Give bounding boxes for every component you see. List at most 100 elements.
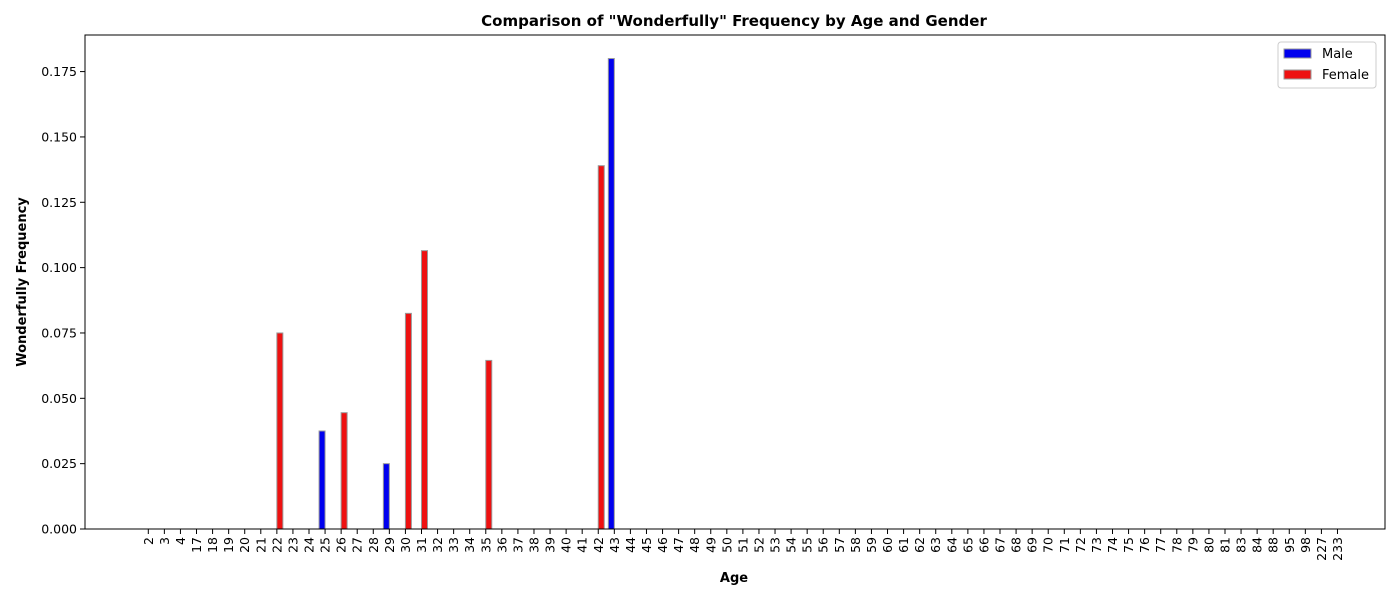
x-tick-label: 35 [478,537,493,553]
y-tick-label: 0.100 [41,260,77,275]
y-tick-label: 0.000 [41,522,77,537]
x-tick-label: 48 [687,537,702,553]
x-tick-label: 74 [1105,537,1120,553]
x-tick-label: 88 [1266,537,1281,553]
x-tick-label: 17 [189,537,204,553]
x-tick-label: 58 [848,537,863,553]
x-tick-label: 57 [832,537,847,553]
bar-male-age-29 [382,463,390,530]
x-tick-label: 22 [269,537,284,553]
x-tick-label: 30 [398,537,413,553]
x-tick-label: 47 [671,537,686,553]
x-tick-label: 46 [655,537,670,553]
y-tick-label: 0.025 [41,456,77,471]
x-tick-label: 27 [350,537,365,553]
x-tick-label: 71 [1057,537,1072,553]
bar-male-age-43 [607,58,615,530]
y-tick-label: 0.075 [41,325,77,340]
x-tick-label: 52 [751,537,766,553]
x-tick-label: 67 [993,537,1008,553]
x-tick-label: 63 [928,537,943,553]
x-tick-label: 62 [912,537,927,553]
x-tick-label: 227 [1314,537,1329,561]
x-tick-label: 70 [1041,537,1056,553]
x-tick-label: 66 [976,537,991,553]
x-tick-label: 76 [1137,537,1152,553]
x-tick-label: 95 [1282,537,1297,553]
x-tick-label: 2 [141,537,156,545]
x-tick-label: 233 [1330,537,1345,561]
x-tick-label: 28 [366,537,381,553]
x-tick-label: 68 [1009,537,1024,553]
x-tick-label: 26 [334,537,349,553]
plot-frame [84,34,1386,530]
x-tick-label: 61 [896,537,911,553]
x-axis-label: Age [720,571,748,586]
x-tick-label: 50 [719,537,734,553]
x-tick-label: 24 [302,537,317,553]
x-tick-label: 32 [430,537,445,553]
x-tick-label: 98 [1298,537,1313,553]
chart-title: Comparison of "Wonderfully" Frequency by… [481,12,987,30]
x-tick-label: 44 [623,537,638,553]
y-tick-label: 0.150 [41,129,77,144]
x-tick-label: 36 [494,537,509,553]
x-tick-label: 83 [1234,537,1249,553]
legend-label-female: Female [1322,68,1369,83]
bar-female-age-31 [420,250,428,530]
plot-area: 0.000 0.025 0.050 0.075 0.100 0.125 0.150 0.175… [41,34,1386,561]
x-tick-label: 53 [768,537,783,553]
x-tick-label: 3 [157,537,172,545]
x-tick-label: 20 [237,537,252,553]
y-tick-label: 0.175 [41,64,77,79]
x-tick-label: 23 [285,537,300,553]
x-tick-label: 69 [1025,537,1040,553]
x-tick-label: 4 [173,537,188,545]
x-tick-label: 54 [784,537,799,553]
y-tick-label: 0.050 [41,391,77,406]
x-tick-label: 39 [543,537,558,553]
x-tick-label: 29 [382,537,397,553]
x-tick-label: 81 [1217,537,1232,553]
x-tick-label: 72 [1073,537,1088,553]
bar-female-age-42 [597,165,605,530]
x-tick-label: 73 [1089,537,1104,553]
bar-female-age-30 [404,312,412,530]
y-tick-label: 0.125 [41,195,77,210]
x-tick-label: 31 [414,537,429,553]
x-tick-label: 45 [639,537,654,553]
x-tick-label: 56 [816,537,831,553]
x-tick-label: 51 [735,537,750,553]
x-tick-label: 41 [575,537,590,553]
x-tick-label: 60 [880,537,895,553]
legend-label-male: Male [1322,47,1353,62]
x-tick-label: 21 [253,537,268,553]
x-tick-label: 40 [559,537,574,553]
x-tick-label: 80 [1201,537,1216,553]
x-tick-label: 55 [800,537,815,553]
x-tick-label: 79 [1185,537,1200,553]
x-tick-label: 33 [446,537,461,553]
x-tick-label: 37 [510,537,525,553]
x-tick-label: 42 [591,537,606,553]
x-tick-label: 18 [205,537,220,553]
x-tick-label: 38 [526,537,541,553]
legend: Male Female [1277,41,1377,89]
x-tick-label: 78 [1169,537,1184,553]
x-tick-label: 59 [864,537,879,553]
bar-female-age-35 [485,359,493,530]
legend-swatch-male [1283,48,1312,59]
x-tick-label: 84 [1250,537,1265,553]
x-tick-label: 64 [944,537,959,553]
bar-male-age-25 [318,430,326,530]
x-tick-label: 77 [1153,537,1168,553]
x-tick-label: 19 [221,537,236,553]
x-tick-label: 49 [703,537,718,553]
x-tick-label: 43 [607,537,622,553]
legend-swatch-female [1283,69,1312,80]
y-axis-label: Wonderfully Frequency [15,197,30,367]
x-tick-label: 25 [318,537,333,553]
bar-female-age-22 [276,332,284,530]
x-tick-label: 65 [960,537,975,553]
